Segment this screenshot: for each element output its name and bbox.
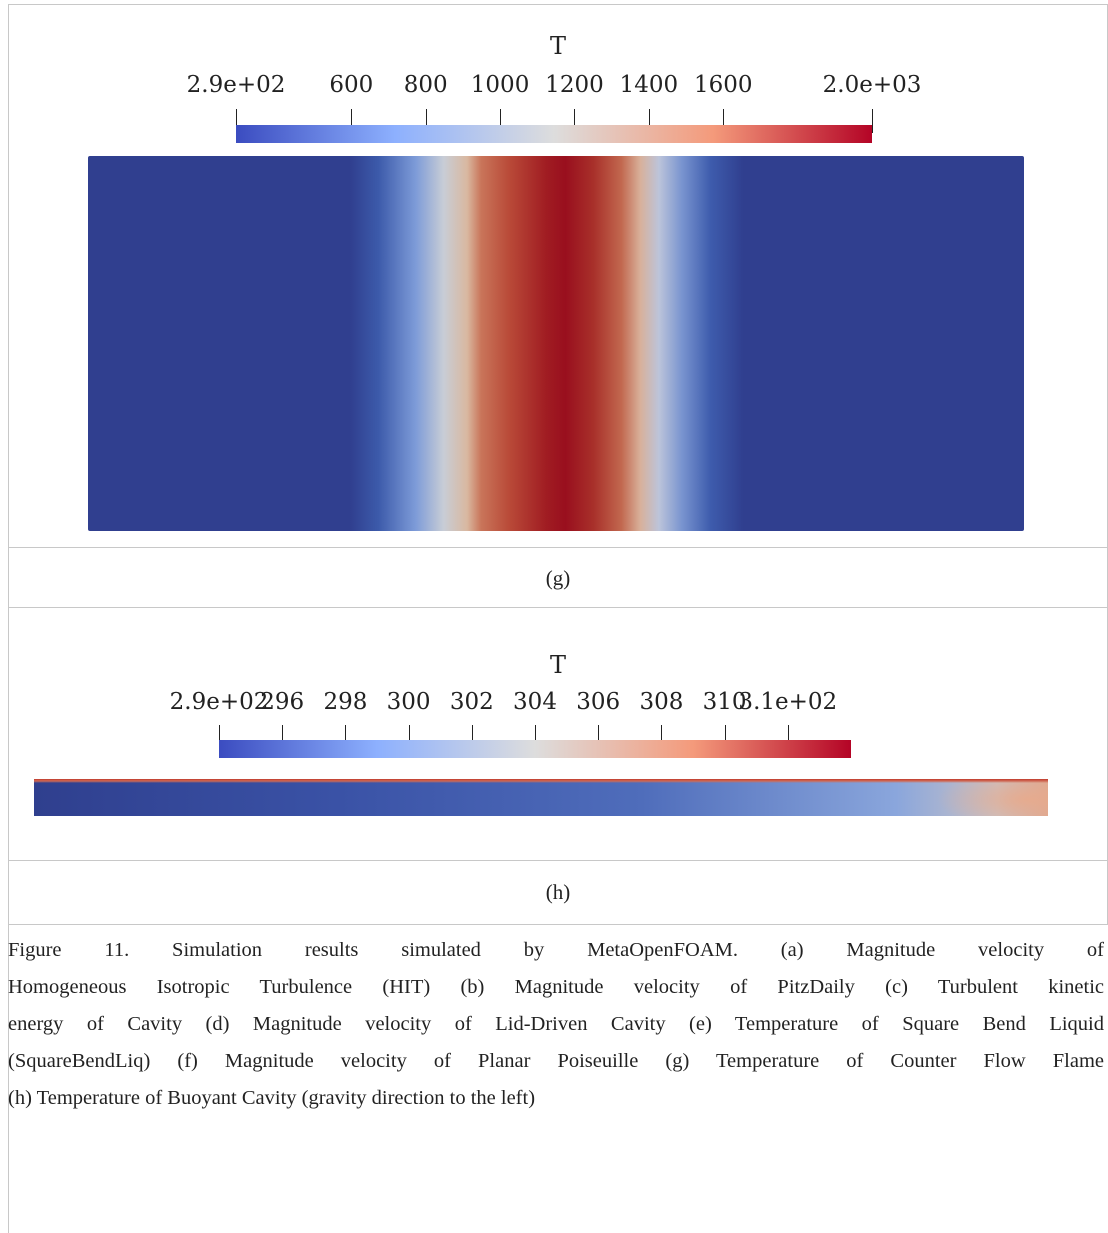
- colorbar-title: T: [549, 651, 566, 679]
- colorbar-tick-label: 2.0e+03: [822, 72, 922, 98]
- colorbar-title: T: [549, 32, 566, 60]
- colorbar-tick: [661, 725, 663, 749]
- panel-g: T 2.9e+02 600 800 1000 1200 1400 1600 2.0e+03: [8, 4, 1108, 547]
- panel-label-h: (h): [545, 880, 571, 904]
- colorbar-tick-label: 600: [329, 72, 374, 98]
- colorbar-tick: [425, 109, 427, 133]
- colorbar-tick-label: 3.1e+02: [738, 689, 838, 715]
- colorbar-tick-label: 308: [639, 689, 684, 715]
- temperature-field-buoyant-cavity: [34, 779, 1048, 816]
- table-border-top: [8, 4, 1108, 5]
- panel-label-g: (g): [545, 566, 571, 590]
- colorbar-tick-label: 304: [513, 689, 557, 715]
- colorbar-tick: [500, 109, 502, 133]
- colorbar-tick: [408, 725, 410, 749]
- temperature-field-counterflow-flame: [88, 156, 1024, 531]
- caption-line: (SquareBendLiq) (f) Magnitude velocity o…: [8, 1050, 1104, 1072]
- colorbar-tick-label: 1200: [545, 72, 604, 98]
- table-divider: [8, 924, 1108, 925]
- colorbar-tick: [351, 109, 353, 133]
- colorbar-tick: [787, 725, 789, 749]
- colorbar-tick: [724, 725, 726, 749]
- colorbar-tick: [872, 109, 873, 133]
- caption-line: Figure 11. Simulation results simulated …: [8, 939, 1104, 961]
- colorbar-tick-label: 298: [323, 689, 368, 715]
- colorbar-tick-label: 2.9e+02: [186, 72, 286, 98]
- figure-11: T 2.9e+02 600 800 1000 1200 1400 1600 2.0e+03 (…: [8, 4, 1108, 1233]
- caption-line: energy of Cavity (d) Magnitude velocity …: [8, 1013, 1104, 1035]
- caption-line: (h) Temperature of Buoyant Cavity (gravi…: [8, 1087, 536, 1109]
- colorbar-tick-label: 2.9e+02: [169, 689, 269, 715]
- colorbar-tick-label: 1000: [470, 72, 530, 98]
- colorbar-gradient: [219, 740, 851, 758]
- colorbar-tick-label: 296: [260, 689, 305, 715]
- colorbar-tick: [282, 725, 284, 749]
- colorbar-tick-label: 306: [576, 689, 621, 715]
- panel-g-label-cell: (g): [8, 547, 1108, 607]
- colorbar-tick: [648, 109, 650, 133]
- table-border-left: [8, 4, 9, 1233]
- colorbar-tick: [598, 725, 600, 749]
- colorbar-tick-label: 800: [403, 72, 448, 98]
- colorbar-tick: [723, 109, 725, 133]
- colorbar-tick: [219, 725, 220, 749]
- table-divider: [8, 860, 1108, 861]
- panel-h: T 2.9e+02 296 298 300 302 304 306 308 310 3.1e+02: [8, 607, 1108, 860]
- colorbar-tick: [236, 109, 237, 133]
- caption-cell: Figure 11. Simulation results simulated …: [8, 924, 1108, 1233]
- panel-h-label-cell: (h): [8, 860, 1108, 924]
- colorbar-tick: [471, 725, 473, 749]
- colorbar-tick: [535, 725, 536, 749]
- colorbar-tick: [574, 109, 576, 133]
- colorbar-tick-label: 302: [449, 689, 494, 715]
- table-divider: [8, 547, 1108, 548]
- colorbar-gradient: [236, 125, 872, 143]
- colorbar-tick-label: 300: [386, 689, 431, 715]
- colorbar-tick-label: 310: [702, 689, 747, 715]
- colorbar-tick-label: 1600: [693, 72, 753, 98]
- figure-caption: Figure 11. Simulation results simulated …: [8, 932, 1104, 1117]
- table-divider: [8, 607, 1108, 608]
- colorbar-tick: [345, 725, 347, 749]
- caption-line: Homogeneous Isotropic Turbulence (HIT) (…: [8, 976, 1104, 998]
- colorbar-tick-label: 1400: [619, 72, 679, 98]
